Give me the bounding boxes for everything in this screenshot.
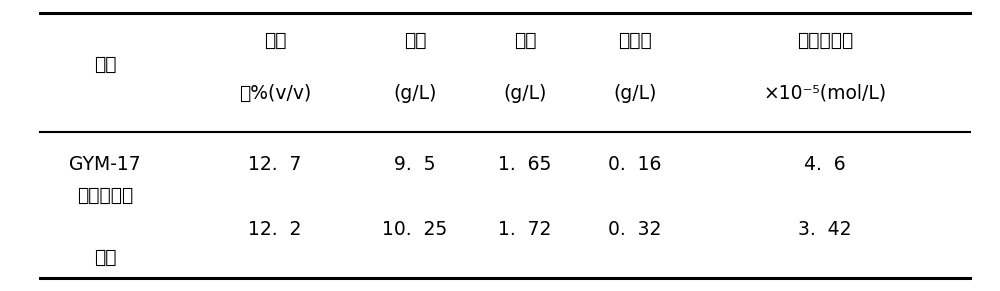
Text: ×10⁻⁵(mol/L): ×10⁻⁵(mol/L) bbox=[763, 84, 887, 103]
Text: 花色苷浓度: 花色苷浓度 bbox=[797, 31, 853, 50]
Text: (g/L): (g/L) bbox=[503, 84, 547, 103]
Text: 安琳葡萄酒: 安琳葡萄酒 bbox=[77, 185, 133, 205]
Text: 9. 5: 9. 5 bbox=[394, 155, 436, 174]
Text: 1. 72: 1. 72 bbox=[498, 220, 552, 239]
Text: 12. 7: 12. 7 bbox=[248, 155, 302, 174]
Text: 3. 42: 3. 42 bbox=[798, 220, 852, 239]
Text: 4. 6: 4. 6 bbox=[804, 155, 846, 174]
Text: 0. 16: 0. 16 bbox=[608, 155, 662, 174]
Text: 菌种: 菌种 bbox=[94, 54, 116, 74]
Text: 10. 25: 10. 25 bbox=[382, 220, 448, 239]
Text: 挥发酸: 挥发酸 bbox=[618, 31, 652, 50]
Text: (g/L): (g/L) bbox=[393, 84, 437, 103]
Text: 12. 2: 12. 2 bbox=[248, 220, 302, 239]
Text: 残糖: 残糖 bbox=[514, 31, 536, 50]
Text: 1. 65: 1. 65 bbox=[498, 155, 552, 174]
Text: (g/L): (g/L) bbox=[613, 84, 657, 103]
Text: 总酸: 总酸 bbox=[404, 31, 426, 50]
Text: GYM-17: GYM-17 bbox=[69, 155, 141, 174]
Text: 酒精: 酒精 bbox=[264, 31, 286, 50]
Text: 0. 32: 0. 32 bbox=[608, 220, 662, 239]
Text: 度%(v/v): 度%(v/v) bbox=[239, 84, 311, 103]
Text: 酵母: 酵母 bbox=[94, 248, 116, 267]
